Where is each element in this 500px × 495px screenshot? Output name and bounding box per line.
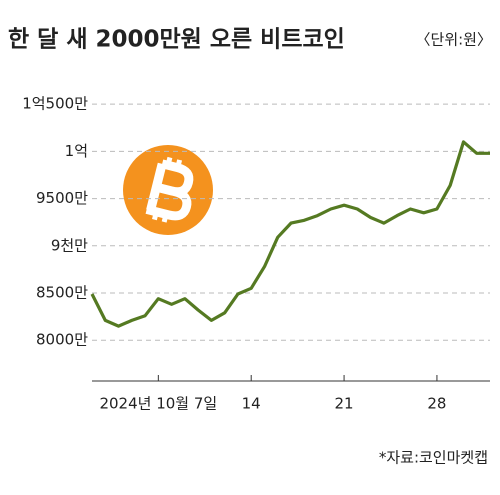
y-tick-label: 8500만	[36, 284, 88, 302]
unit-label: 〈단위:원〉	[416, 31, 492, 49]
source-label: *자료:코인마켓캡	[379, 449, 488, 467]
x-tick-label: 2024년 10월 7일	[99, 395, 217, 413]
x-tick-label: 14	[242, 395, 261, 413]
chart-title: 한 달 새 2000만원 오른 비트코인	[8, 27, 345, 53]
line	[90, 140, 490, 328]
y-tick-label: 9천만	[51, 236, 88, 254]
x-tick-label: 21	[335, 395, 354, 413]
y-tick-label: 9500만	[36, 189, 88, 207]
x-tick-label: 28	[427, 395, 446, 413]
y-tick-label: 1억	[65, 142, 88, 160]
y-tick-label: 1억500만	[22, 95, 88, 113]
y-tick-label: 8000만	[36, 331, 88, 349]
bitcoin-icon	[123, 145, 213, 235]
